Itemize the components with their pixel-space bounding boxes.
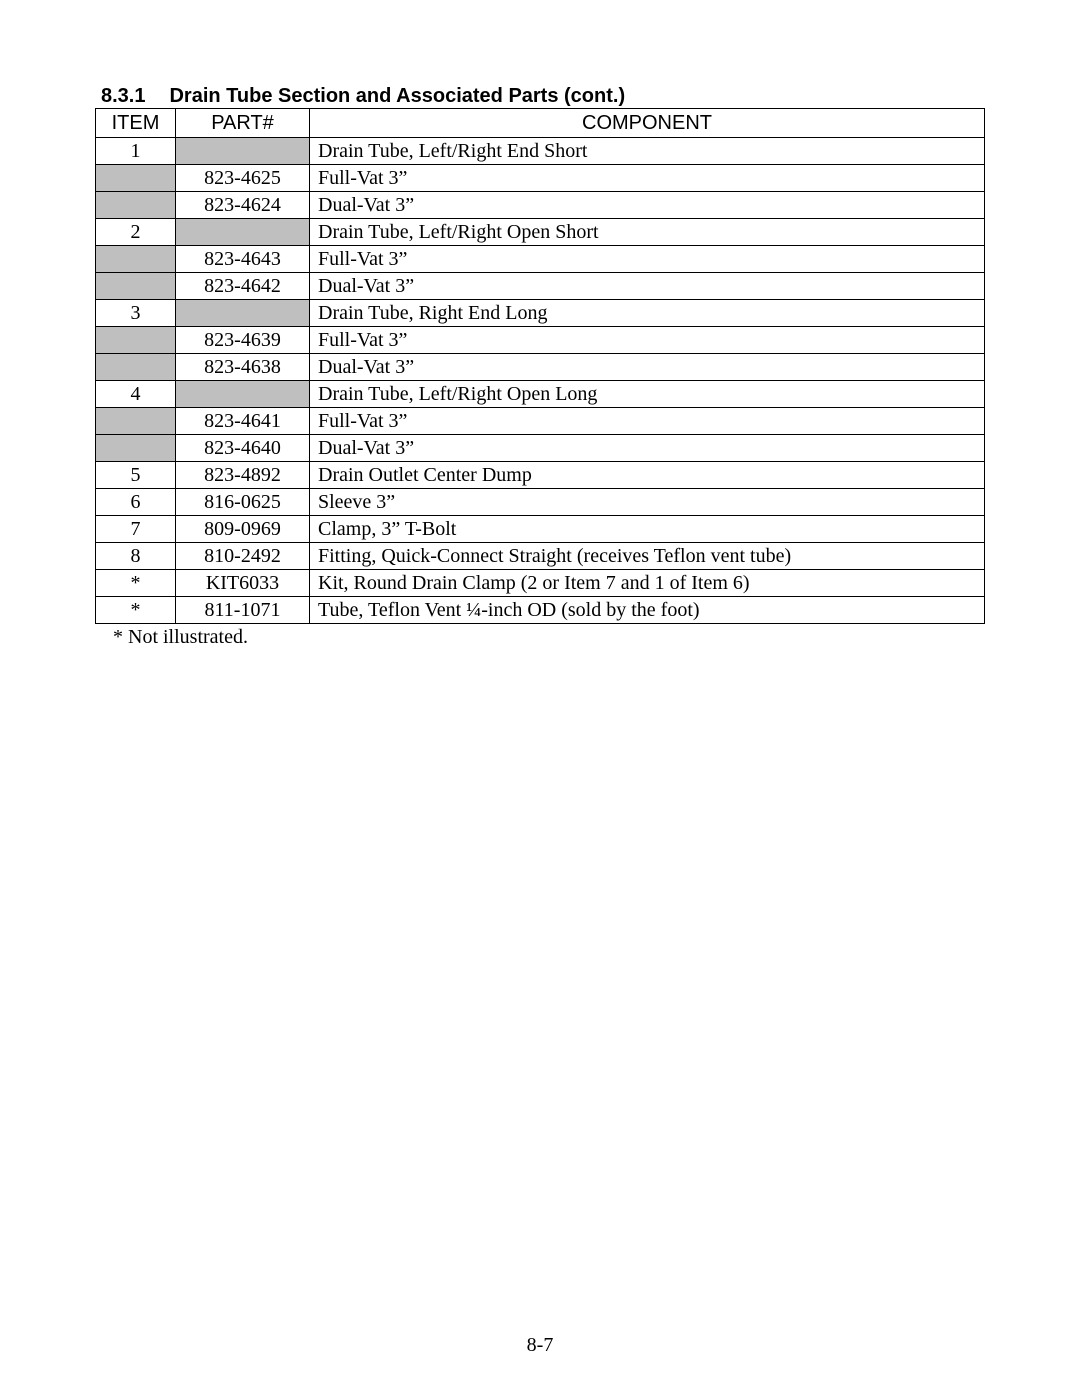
- table-row: *811-1071Tube, Teflon Vent ¼-inch OD (so…: [96, 597, 985, 624]
- cell-item: 2: [96, 219, 176, 246]
- cell-item: [96, 165, 176, 192]
- table-row: 7809-0969Clamp, 3” T-Bolt: [96, 516, 985, 543]
- parts-table: ITEM PART# COMPONENT 1 Drain Tube, Left/R…: [95, 108, 985, 624]
- column-header-item: ITEM: [96, 109, 176, 138]
- cell-component: Drain Tube, Left/Right Open Short: [310, 219, 985, 246]
- section-heading: 8.3.1 Drain Tube Section and Associated P…: [95, 85, 985, 108]
- cell-part: 823-4638: [176, 354, 310, 381]
- column-header-part: PART#: [176, 109, 310, 138]
- cell-part: 823-4643: [176, 246, 310, 273]
- footnote: * Not illustrated.: [95, 626, 985, 649]
- cell-component: Fitting, Quick-Connect Straight (receive…: [310, 543, 985, 570]
- cell-component: Drain Outlet Center Dump: [310, 462, 985, 489]
- table-row: 823-4624Dual-Vat 3”: [96, 192, 985, 219]
- cell-item: [96, 435, 176, 462]
- cell-part: 823-4624: [176, 192, 310, 219]
- table-row: 3 Drain Tube, Right End Long: [96, 300, 985, 327]
- table-row: 1 Drain Tube, Left/Right End Short: [96, 138, 985, 165]
- table-row: 8810-2492Fitting, Quick-Connect Straight…: [96, 543, 985, 570]
- cell-component: Full-Vat 3”: [310, 165, 985, 192]
- cell-component: Dual-Vat 3”: [310, 273, 985, 300]
- cell-part: 823-4639: [176, 327, 310, 354]
- cell-component: Dual-Vat 3”: [310, 354, 985, 381]
- cell-item: 5: [96, 462, 176, 489]
- table-row: 823-4641Full-Vat 3”: [96, 408, 985, 435]
- cell-component: Sleeve 3”: [310, 489, 985, 516]
- cell-part: KIT6033: [176, 570, 310, 597]
- table-row: 823-4643Full-Vat 3”: [96, 246, 985, 273]
- table-row: 5823-4892Drain Outlet Center Dump: [96, 462, 985, 489]
- cell-part: 809-0969: [176, 516, 310, 543]
- table-row: 823-4638Dual-Vat 3”: [96, 354, 985, 381]
- cell-part: 823-4641: [176, 408, 310, 435]
- cell-component: Full-Vat 3”: [310, 246, 985, 273]
- cell-part: 810-2492: [176, 543, 310, 570]
- page-number: 8-7: [0, 1334, 1080, 1357]
- cell-component: Drain Tube, Left/Right End Short: [310, 138, 985, 165]
- cell-item: *: [96, 570, 176, 597]
- table-header-row: ITEM PART# COMPONENT: [96, 109, 985, 138]
- cell-item: [96, 354, 176, 381]
- cell-part: 823-4642: [176, 273, 310, 300]
- cell-component: Kit, Round Drain Clamp (2 or Item 7 and …: [310, 570, 985, 597]
- section-number: 8.3.1: [101, 85, 145, 108]
- cell-item: 4: [96, 381, 176, 408]
- cell-part: [176, 300, 310, 327]
- cell-item: [96, 192, 176, 219]
- cell-item: [96, 327, 176, 354]
- cell-component: Full-Vat 3”: [310, 408, 985, 435]
- cell-item: [96, 408, 176, 435]
- table-row: 823-4642Dual-Vat 3”: [96, 273, 985, 300]
- cell-item: 8: [96, 543, 176, 570]
- cell-item: *: [96, 597, 176, 624]
- table-row: 823-4640Dual-Vat 3”: [96, 435, 985, 462]
- column-header-component: COMPONENT: [310, 109, 985, 138]
- cell-item: 6: [96, 489, 176, 516]
- cell-item: 1: [96, 138, 176, 165]
- table-row: 823-4639Full-Vat 3”: [96, 327, 985, 354]
- cell-item: 3: [96, 300, 176, 327]
- section-title-text: Drain Tube Section and Associated Parts …: [169, 85, 625, 107]
- table-row: 6816-0625Sleeve 3”: [96, 489, 985, 516]
- table-row: 2 Drain Tube, Left/Right Open Short: [96, 219, 985, 246]
- table-row: 4 Drain Tube, Left/Right Open Long: [96, 381, 985, 408]
- cell-part: 823-4625: [176, 165, 310, 192]
- cell-part: 823-4640: [176, 435, 310, 462]
- table-row: 823-4625Full-Vat 3”: [96, 165, 985, 192]
- cell-item: [96, 273, 176, 300]
- cell-component: Dual-Vat 3”: [310, 192, 985, 219]
- cell-part: [176, 219, 310, 246]
- cell-part: [176, 381, 310, 408]
- table-row: *KIT6033Kit, Round Drain Clamp (2 or Ite…: [96, 570, 985, 597]
- cell-item: 7: [96, 516, 176, 543]
- cell-item: [96, 246, 176, 273]
- cell-part: [176, 138, 310, 165]
- cell-component: Dual-Vat 3”: [310, 435, 985, 462]
- cell-component: Drain Tube, Right End Long: [310, 300, 985, 327]
- cell-part: 811-1071: [176, 597, 310, 624]
- cell-component: Tube, Teflon Vent ¼-inch OD (sold by the…: [310, 597, 985, 624]
- cell-part: 816-0625: [176, 489, 310, 516]
- cell-component: Clamp, 3” T-Bolt: [310, 516, 985, 543]
- cell-component: Full-Vat 3”: [310, 327, 985, 354]
- cell-part: 823-4892: [176, 462, 310, 489]
- cell-component: Drain Tube, Left/Right Open Long: [310, 381, 985, 408]
